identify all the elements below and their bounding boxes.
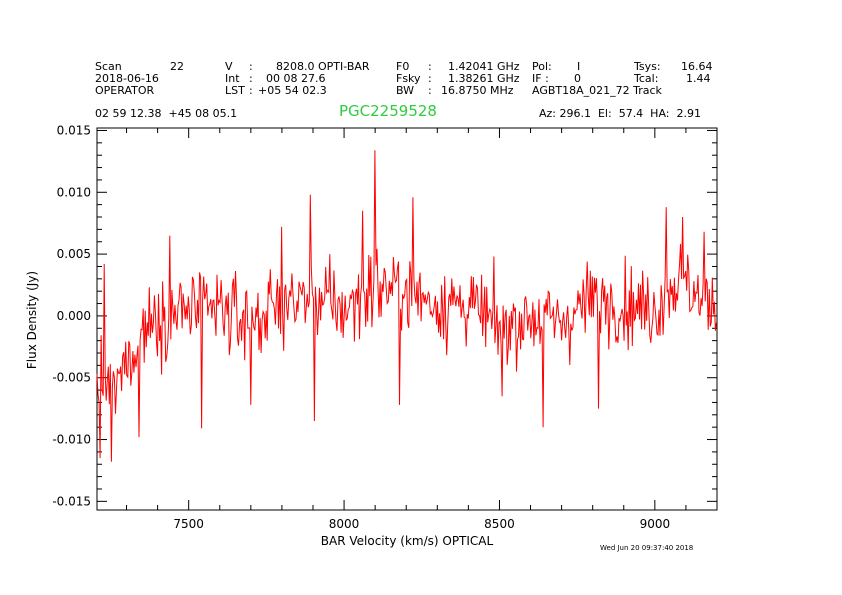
header-f0-value: 1.42041 GHz [448,60,520,73]
header-pol-label: Pol: [532,60,552,73]
x-tick-label: 7500 [173,517,204,531]
header-bw-value: 16.8750 MHz [441,84,514,97]
header-coordinates: 02 59 12.38 +45 08 05.1 [95,107,238,120]
header-bw-sep: : [428,84,432,97]
header-f0-label: F0 [396,60,410,73]
header-bw-label: BW [396,84,415,97]
header-fsky-sep: : [428,72,432,85]
x-axis-label: BAR Velocity (km/s) OPTICAL [321,534,494,548]
header-if-label: IF : [532,72,549,85]
y-tick-label: 0.005 [57,247,91,261]
header-date: 2018-06-16 [95,72,159,85]
header-tsys-value: 16.64 [681,60,713,73]
y-axis-label: Flux Density (Jy) [25,271,39,369]
plot-frame [96,127,718,511]
header-pol-value: I [577,60,581,73]
header-lst-value: +05 54 02.3 [258,84,327,97]
tick-labels: 7500 8000 8500 9000 -0.015 -0.010 -0.005 0.000 0… [52,123,670,531]
header-velocity-label: V [225,60,233,73]
header-fsky-value: 1.38261 GHz [448,72,520,85]
header-tcal-label: Tcal: [634,72,659,85]
y-tick-label: -0.010 [52,433,91,447]
header-scan-label: Scan [95,60,122,73]
header-project: AGBT18A_021_72 Track [532,84,662,97]
source-name: PGC2259528 [339,102,437,120]
header-f0-sep: : [428,60,432,73]
x-tick-label: 8000 [329,517,360,531]
header-velocity-sep: : [249,60,253,73]
header-lst-sep: : [249,84,253,97]
y-tick-label: -0.015 [52,494,91,508]
header-tcal-value: 1.44 [686,72,711,85]
y-tick-label: -0.005 [52,371,91,385]
header-operator: OPERATOR [95,84,155,97]
header-int-label: Int [225,72,240,85]
x-tick-label: 9000 [640,517,671,531]
y-tick-label: 0.010 [57,185,91,199]
header-scan-value: 22 [170,60,184,73]
y-tick-label: 0.015 [57,123,91,137]
spectrum-line [96,150,717,462]
header-if-value: 0 [574,72,581,85]
header-int-sep: : [249,72,253,85]
header-velocity-value: 8208.0 OPTI-BAR [276,60,370,73]
header-lst-label: LST [225,84,245,97]
header-tsys-label: Tsys: [634,60,661,73]
header-fsky-label: Fsky [396,72,421,85]
x-tick-label: 8500 [484,517,515,531]
header-int-value: 00 08 27.6 [266,72,326,85]
y-tick-label: 0.000 [57,309,91,323]
timestamp: Wed Jun 20 09:37:40 2018 [600,544,694,552]
header-az-el-ha: Az: 296.1 El: 57.4 HA: 2.91 [539,107,701,120]
